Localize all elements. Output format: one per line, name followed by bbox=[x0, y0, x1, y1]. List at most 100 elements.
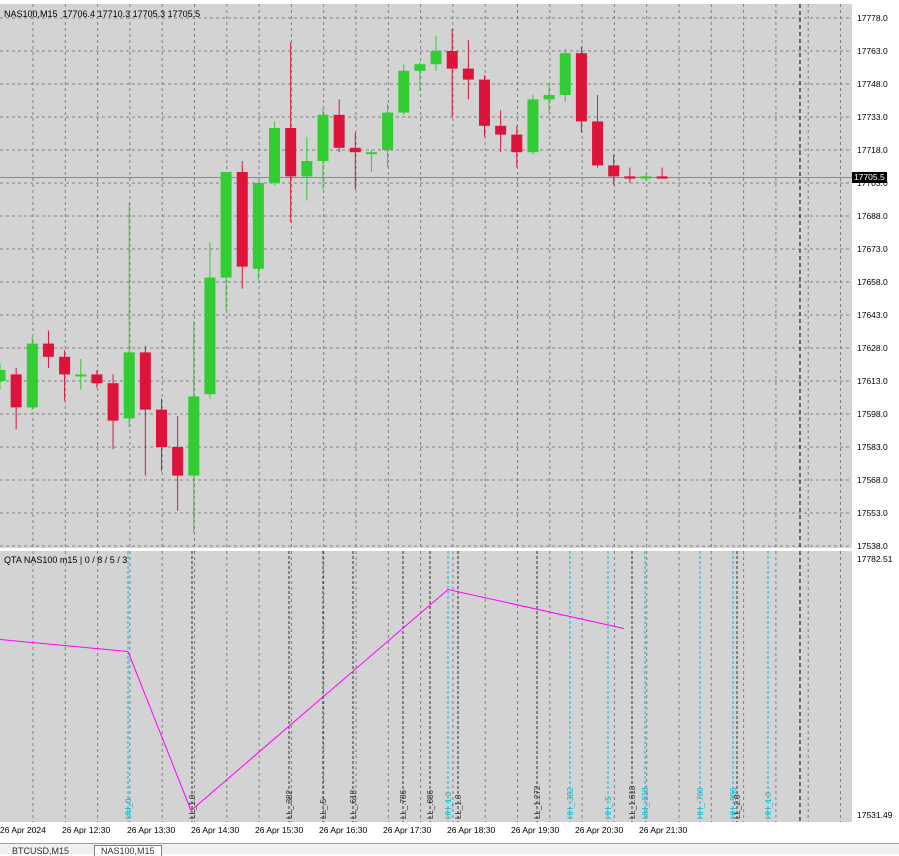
indicator-pane[interactable]: HH_0 LL_1.0 LL_.382 LL_.5 LL_.618 LL_.786 LL_.… bbox=[0, 551, 852, 822]
candle-body bbox=[301, 161, 313, 177]
chart-tab-bar: BTCUSD,M15 NAS100,M15 bbox=[0, 843, 899, 856]
candle[interactable] bbox=[656, 167, 668, 179]
candle[interactable] bbox=[608, 154, 620, 186]
candle[interactable] bbox=[446, 29, 458, 117]
candle[interactable] bbox=[139, 345, 151, 476]
candle[interactable] bbox=[333, 99, 345, 153]
candle-body bbox=[156, 409, 167, 447]
indicator-axis-bottom: 17531.49 bbox=[857, 810, 893, 820]
candle-body bbox=[398, 70, 410, 113]
candle-body bbox=[527, 99, 539, 153]
fib-level-label: LL_1.618 bbox=[628, 785, 637, 819]
price-axis-label: 17553.0 bbox=[857, 508, 888, 518]
candle[interactable] bbox=[624, 167, 636, 183]
price-axis-label: 17643.0 bbox=[857, 310, 888, 320]
tab-nas100[interactable]: NAS100,M15 bbox=[94, 845, 162, 856]
zigzag-indicator-chart[interactable]: HH_0 LL_1.0 LL_.382 LL_.5 LL_.618 LL_.786 LL_.… bbox=[0, 551, 852, 822]
candle-body bbox=[252, 183, 264, 269]
candle[interactable] bbox=[156, 398, 167, 472]
fib-level-label: LL_1.0 bbox=[454, 794, 463, 819]
candle[interactable] bbox=[511, 125, 523, 168]
price-axis-label: 17703.0 bbox=[857, 178, 888, 188]
candle-body bbox=[656, 176, 668, 179]
candle[interactable] bbox=[414, 62, 426, 91]
candle[interactable] bbox=[349, 132, 361, 190]
fib-level: HH_0 bbox=[124, 551, 133, 822]
candle[interactable] bbox=[317, 108, 329, 190]
candle-body bbox=[204, 277, 216, 395]
price-axis-label: 17778.0 bbox=[857, 13, 888, 23]
candle-body bbox=[123, 352, 135, 419]
candle[interactable] bbox=[59, 350, 71, 401]
fib-level: HH_1.0 bbox=[444, 551, 453, 822]
candle[interactable] bbox=[75, 359, 87, 390]
candle[interactable] bbox=[220, 172, 232, 311]
fib-level: LL_.5 bbox=[319, 551, 328, 822]
candle[interactable] bbox=[107, 374, 119, 450]
price-axis-label: 17598.0 bbox=[857, 409, 888, 419]
candle-body bbox=[349, 147, 361, 153]
candlestick-chart[interactable] bbox=[0, 4, 852, 548]
candle-body bbox=[608, 165, 620, 177]
candle[interactable] bbox=[575, 46, 587, 133]
indicator-title: QTA NAS100 m15 | 0 / 8 / 5 / 3 bbox=[4, 555, 128, 565]
candle[interactable] bbox=[559, 48, 571, 102]
time-axis-label: 26 Apr 19:30 bbox=[511, 825, 560, 835]
fib-level-label: HH_1.0 bbox=[444, 791, 453, 819]
candle-body bbox=[479, 79, 490, 126]
candle-body bbox=[26, 343, 38, 408]
candle[interactable] bbox=[91, 370, 103, 388]
candle[interactable] bbox=[365, 150, 377, 172]
time-axis-label: 26 Apr 21:30 bbox=[639, 825, 688, 835]
time-axis-label: 26 Apr 15:30 bbox=[255, 825, 304, 835]
candle-body bbox=[511, 134, 523, 153]
candle-body bbox=[75, 374, 87, 377]
candle[interactable] bbox=[26, 337, 38, 410]
fib-level: HH_.886 bbox=[729, 551, 738, 822]
price-axis-label: 17673.0 bbox=[857, 244, 888, 254]
candle[interactable] bbox=[479, 75, 490, 137]
candle[interactable] bbox=[10, 367, 22, 430]
price-axis[interactable]: 17778.0 17763.0 17748.0 17733.0 17718.0 17703… bbox=[852, 0, 899, 853]
candle-body bbox=[446, 51, 458, 69]
price-axis-label: 17538.0 bbox=[857, 541, 888, 551]
candle[interactable] bbox=[301, 136, 313, 201]
candle[interactable] bbox=[382, 103, 394, 168]
price-axis-label: 17568.0 bbox=[857, 475, 888, 485]
candle[interactable] bbox=[204, 242, 216, 399]
candle-body bbox=[172, 447, 184, 476]
candle[interactable] bbox=[0, 363, 6, 390]
fib-level-label: LL_.618 bbox=[349, 790, 358, 819]
candle[interactable] bbox=[42, 330, 54, 368]
price-chart-pane[interactable]: NAS100,M15 17706.4 17710.3 17705.3 17705… bbox=[0, 4, 852, 548]
candle[interactable] bbox=[640, 174, 652, 181]
fib-level: HH_.382 bbox=[566, 551, 575, 822]
candle[interactable] bbox=[430, 35, 442, 71]
candle[interactable] bbox=[527, 95, 539, 155]
tab-btcusd[interactable]: BTCUSD,M15 bbox=[12, 846, 70, 856]
fib-level: HH_1.0 bbox=[764, 551, 773, 822]
candle[interactable] bbox=[462, 40, 474, 100]
fib-level-label: HH_0 bbox=[124, 798, 133, 819]
time-axis-label: 26 Apr 18:30 bbox=[447, 825, 496, 835]
candle-body bbox=[592, 121, 604, 166]
fib-level-label: LL_1.0 bbox=[188, 794, 197, 819]
candle[interactable] bbox=[543, 84, 555, 113]
candle[interactable] bbox=[172, 416, 184, 511]
candle[interactable] bbox=[285, 42, 297, 223]
candle[interactable] bbox=[398, 64, 410, 115]
candle-body bbox=[10, 374, 22, 408]
candle[interactable] bbox=[123, 202, 135, 428]
candle[interactable] bbox=[236, 161, 248, 289]
candle[interactable] bbox=[252, 180, 264, 280]
candle[interactable] bbox=[269, 121, 281, 186]
candle[interactable] bbox=[592, 95, 604, 168]
fib-level: LL_.886 bbox=[426, 551, 435, 822]
candle[interactable] bbox=[495, 110, 507, 153]
price-axis-label: 17628.0 bbox=[857, 343, 888, 353]
fib-level: LL_1.618 bbox=[628, 551, 637, 822]
fib-level-label: LL_.886 bbox=[426, 790, 435, 819]
candle-body bbox=[575, 53, 587, 122]
candle[interactable] bbox=[188, 321, 200, 533]
zigzag-line bbox=[0, 588, 625, 812]
